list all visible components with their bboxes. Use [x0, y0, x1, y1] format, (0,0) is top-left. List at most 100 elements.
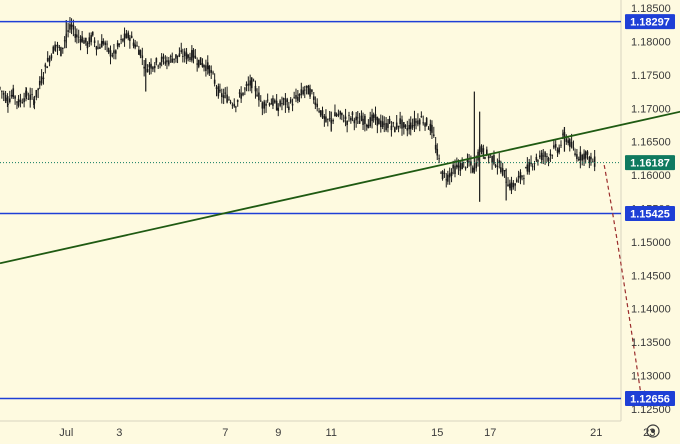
candle-body — [380, 120, 382, 128]
candle-body — [544, 152, 546, 157]
candle-body — [572, 147, 575, 149]
candle-body — [16, 101, 18, 103]
y-tick-label: 1.18000 — [631, 36, 671, 48]
candle-body — [307, 85, 310, 95]
candle-body — [501, 168, 504, 176]
candle-body — [319, 110, 322, 116]
candle-body — [448, 173, 451, 178]
candle-body — [592, 161, 594, 163]
candle-body — [454, 165, 456, 174]
candle-body — [305, 85, 308, 88]
x-tick-label: 3 — [116, 427, 122, 439]
candle-body — [498, 160, 501, 163]
candle-body — [441, 171, 444, 180]
candle-body — [334, 112, 336, 117]
candle-body — [95, 46, 98, 50]
candle-body — [231, 104, 234, 106]
settings-gear-icon[interactable] — [646, 424, 660, 438]
candle-body — [411, 125, 414, 128]
candle-body — [325, 116, 327, 122]
level-price-badge-bg — [625, 14, 675, 30]
candle-body — [99, 46, 101, 49]
candle-body — [136, 45, 138, 47]
candle-body — [7, 103, 9, 106]
candle-body — [0, 87, 1, 89]
candle-body — [129, 37, 131, 41]
candle-body — [240, 93, 242, 99]
candle-body — [106, 43, 108, 45]
candle-body — [67, 30, 69, 32]
candle-body — [233, 103, 236, 107]
candle-body — [203, 65, 205, 68]
candle-body — [29, 94, 32, 100]
candle-body — [182, 56, 184, 57]
candle-body — [577, 159, 580, 161]
candle-body — [535, 156, 538, 161]
candle-body — [134, 44, 136, 48]
candle-body — [309, 88, 311, 97]
candle-body — [365, 124, 368, 127]
candle-body — [493, 155, 495, 164]
candle-body — [487, 156, 490, 159]
candle-body — [464, 167, 467, 169]
candle-body — [221, 93, 223, 98]
candle-body — [413, 118, 416, 126]
candle-body — [266, 99, 269, 101]
candle-body — [125, 33, 128, 38]
level-price-badge: 1.18297 — [630, 17, 670, 29]
candle-body — [19, 99, 22, 103]
candle-body — [259, 100, 262, 102]
candle-body — [593, 156, 596, 167]
candle-body — [242, 92, 244, 96]
candle-body — [486, 149, 488, 155]
candle-body — [434, 144, 437, 150]
candle-body — [450, 171, 453, 176]
y-tick-label: 1.18500 — [631, 3, 671, 15]
candle-body — [35, 89, 38, 98]
candle-body — [56, 44, 59, 48]
candle-body — [130, 35, 133, 38]
candle-body — [2, 92, 5, 95]
candle-body — [376, 116, 379, 126]
candle-body — [86, 43, 89, 49]
candle-body — [475, 162, 478, 169]
candle-body — [252, 80, 255, 82]
candle-body — [97, 47, 99, 49]
candle-body — [332, 120, 334, 122]
candle-body — [58, 47, 61, 48]
candle-body — [286, 99, 289, 103]
y-tick-label: 1.17000 — [631, 103, 671, 115]
candle-body — [62, 47, 64, 49]
candle-body — [420, 116, 423, 118]
candle-body — [194, 55, 197, 59]
candle-body — [433, 134, 435, 136]
candle-body — [70, 24, 73, 27]
candle-body — [409, 122, 412, 130]
candle-body — [565, 138, 568, 142]
candle-body — [85, 37, 87, 43]
current-price-badge: 1.16187 — [630, 158, 670, 170]
candle-body — [297, 96, 299, 101]
candle-body — [554, 144, 557, 148]
candle-body — [530, 162, 532, 165]
candle-body — [219, 89, 221, 92]
candle-body — [311, 89, 313, 92]
candle-body — [69, 24, 71, 30]
candle-body — [318, 110, 320, 112]
candle-body — [524, 167, 527, 169]
candle-body — [394, 127, 396, 132]
candle-body — [547, 158, 550, 161]
candle-body — [138, 49, 140, 55]
candle-body — [568, 138, 571, 147]
y-tick-label: 1.16000 — [631, 170, 671, 182]
candle-body — [250, 77, 253, 89]
candle-body — [468, 161, 470, 163]
candle-body — [512, 182, 515, 188]
candle-body — [111, 55, 114, 57]
candle-body — [553, 145, 555, 148]
candle-body — [509, 183, 511, 189]
candle-body — [445, 179, 448, 181]
